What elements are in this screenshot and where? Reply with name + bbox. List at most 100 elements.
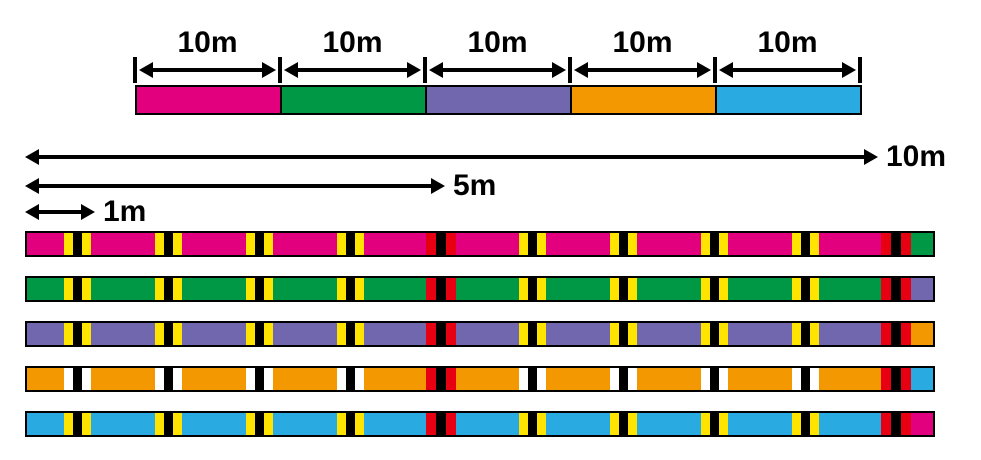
scale-tick (713, 57, 717, 83)
meter-mark-stripe (709, 323, 719, 345)
red-meter-mark-stripe (436, 368, 446, 390)
meter-mark-stripe (354, 323, 364, 345)
red-meter-mark-stripe (901, 368, 911, 390)
meter-mark-stripe (81, 368, 91, 390)
meter-mark-stripe (345, 413, 355, 435)
segment-length-arrow (284, 62, 421, 78)
meter-mark-stripe (245, 368, 255, 390)
meter-mark-stripe (609, 233, 619, 255)
meter-mark-stripe (718, 413, 728, 435)
red-meter-mark-stripe (436, 233, 446, 255)
meter-mark-stripe (263, 233, 273, 255)
red-meter-mark-stripe (881, 413, 891, 435)
red-meter-mark-stripe (446, 368, 456, 390)
meter-mark-stripe (345, 278, 355, 300)
red-meter-mark-stripe (901, 413, 911, 435)
meter-mark-stripe (263, 323, 273, 345)
meter-mark-stripe (72, 413, 82, 435)
red-meter-mark-stripe (426, 413, 436, 435)
meter-mark-stripe (72, 278, 82, 300)
meter-mark-stripe (154, 233, 164, 255)
meter-mark-stripe (618, 233, 628, 255)
meter-mark-stripe (163, 233, 173, 255)
meter-mark-stripe (700, 233, 710, 255)
meter-mark-stripe (809, 233, 819, 255)
meter-mark-stripe (718, 278, 728, 300)
meter-mark-stripe (618, 413, 628, 435)
meter-mark-stripe (618, 278, 628, 300)
meter-mark-stripe (618, 368, 628, 390)
scale-color-segment (715, 87, 860, 113)
meter-mark-stripe (809, 323, 819, 345)
marked-line (25, 231, 935, 257)
meter-mark-stripe (791, 323, 801, 345)
segment-length-label: 10m (757, 26, 818, 59)
meter-mark-stripe (527, 368, 537, 390)
scale-tick (858, 57, 862, 83)
meter-mark-stripe (336, 413, 346, 435)
scale-color-segment (137, 87, 280, 113)
meter-mark-stripe (254, 278, 264, 300)
meter-mark-stripe (154, 368, 164, 390)
meter-mark-stripe (172, 413, 182, 435)
meter-mark-stripe (63, 233, 73, 255)
meter-mark-stripe (72, 233, 82, 255)
meter-mark-stripe (536, 413, 546, 435)
meter-mark-stripe (163, 323, 173, 345)
meter-mark-stripe (336, 233, 346, 255)
meter-mark-stripe (354, 233, 364, 255)
meter-mark-stripe (263, 278, 273, 300)
meter-mark-stripe (618, 323, 628, 345)
meter-mark-stripe (536, 323, 546, 345)
meter-mark-stripe (81, 233, 91, 255)
red-meter-mark-stripe (891, 368, 901, 390)
meter-mark-stripe (718, 323, 728, 345)
ruler-label: 10m (886, 140, 947, 173)
meter-mark-stripe (709, 413, 719, 435)
meter-mark-stripe (518, 368, 528, 390)
meter-mark-stripe (700, 278, 710, 300)
red-meter-mark-stripe (881, 323, 891, 345)
meter-mark-stripe (709, 278, 719, 300)
scale-tick (278, 57, 282, 83)
meter-mark-stripe (718, 233, 728, 255)
meter-mark-stripe (518, 233, 528, 255)
meter-mark-stripe (527, 233, 537, 255)
meter-mark-stripe (72, 323, 82, 345)
meter-mark-stripe (609, 368, 619, 390)
meter-mark-stripe (345, 323, 355, 345)
meter-mark-stripe (718, 368, 728, 390)
meter-mark-stripe (627, 368, 637, 390)
meter-mark-stripe (63, 413, 73, 435)
next-color-tail (911, 233, 933, 255)
meter-mark-stripe (354, 368, 364, 390)
meter-mark-stripe (800, 413, 810, 435)
meter-mark-stripe (627, 278, 637, 300)
ruler-arrow (25, 149, 878, 165)
meter-mark-stripe (627, 323, 637, 345)
red-meter-mark-stripe (891, 233, 901, 255)
segment-length-label: 10m (467, 26, 528, 59)
meter-mark-stripe (791, 368, 801, 390)
marked-line (25, 411, 935, 437)
meter-mark-stripe (791, 233, 801, 255)
meter-mark-stripe (163, 368, 173, 390)
marked-line (25, 276, 935, 302)
red-meter-mark-stripe (426, 368, 436, 390)
meter-mark-stripe (154, 323, 164, 345)
red-meter-mark-stripe (901, 233, 911, 255)
meter-mark-stripe (609, 278, 619, 300)
meter-mark-stripe (345, 233, 355, 255)
meter-mark-stripe (709, 233, 719, 255)
top-scale-bar (135, 85, 862, 115)
segment-length-label: 10m (612, 26, 673, 59)
next-color-tail (911, 278, 933, 300)
meter-mark-stripe (518, 278, 528, 300)
ruler-arrow (25, 204, 95, 220)
meter-mark-stripe (700, 413, 710, 435)
red-meter-mark-stripe (881, 368, 891, 390)
meter-mark-stripe (172, 278, 182, 300)
meter-mark-stripe (172, 323, 182, 345)
meter-mark-stripe (527, 413, 537, 435)
